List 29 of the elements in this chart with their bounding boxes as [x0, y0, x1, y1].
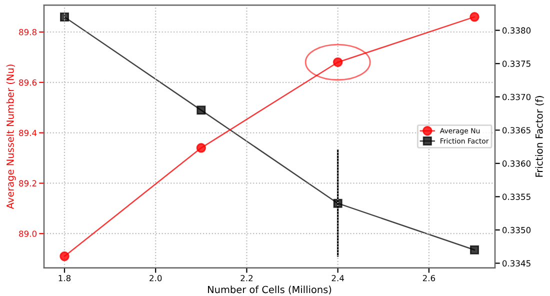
y2-axis-title: Friction Factor (f) [535, 96, 544, 177]
y2-tick-label: 0.3360 [502, 160, 531, 167]
x-tick-label: 2.0 [150, 274, 162, 282]
x-tick-label: 2.4 [332, 274, 344, 282]
point [470, 12, 480, 22]
point [60, 12, 70, 22]
point [333, 198, 342, 208]
x-tick-label: 2.2 [240, 274, 253, 282]
y2-tick-label: 0.3355 [502, 194, 530, 200]
y2-tick-label: 0.3365 [502, 127, 530, 134]
x-tick-label: 1.8 [58, 274, 71, 282]
y2-tick-label: 0.3345 [502, 260, 530, 267]
x-tick-label: 2.6 [422, 274, 436, 282]
y-tick-label: 89.0 [19, 230, 36, 237]
y-tick-label: 89.4 [19, 130, 37, 136]
y2-tick-label: 0.3380 [502, 27, 531, 34]
point [332, 57, 343, 68]
y-tick-label: 89.6 [19, 79, 37, 86]
y-tick-label: 89.8 [19, 28, 36, 36]
x-axis-title: Number of Cells (Millions) [208, 286, 332, 294]
y-axis-title: Average Nusselt Number (Nu) [6, 64, 16, 210]
y-tick-label: 89.2 [19, 180, 36, 186]
point [470, 245, 480, 254]
y2-tick-label: 0.3370 [502, 94, 531, 100]
y2-tick-label: 0.3375 [502, 60, 530, 67]
point [196, 143, 206, 153]
y2-tick-label: 0.3350 [502, 226, 531, 234]
point [196, 106, 206, 115]
point [60, 251, 70, 262]
